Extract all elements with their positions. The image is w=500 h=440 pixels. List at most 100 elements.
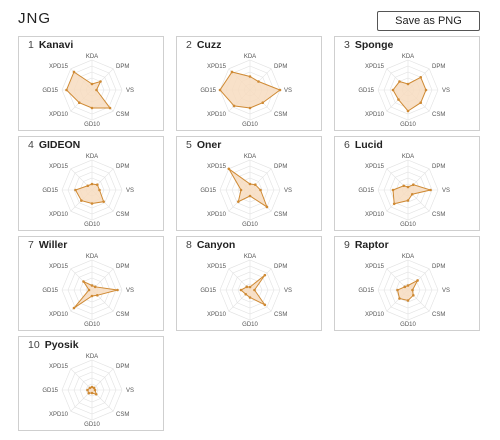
player-card: KDA DPM VS CSM GD10 XPD10 GD15 XPD15 10 Pyosik [18,336,164,431]
axis-label-dpm: DPM [116,264,129,270]
axis-label-xpd10: XPD10 [365,212,385,218]
axis-label-kda: KDA [86,154,98,160]
data-point-kda [248,285,252,289]
data-point-dpm [254,183,257,186]
save-as-png-button[interactable]: Save as PNG [377,11,480,31]
data-point-xpd10 [398,297,401,300]
axis-label-vs: VS [284,288,292,294]
axis-label-kda: KDA [244,54,256,60]
axis-label-kda: KDA [86,254,98,260]
axis-label-gd10: GD10 [400,322,416,328]
data-point-vs [93,388,97,392]
data-point-vs [116,288,119,292]
data-point-gd10 [248,296,252,299]
data-point-kda [406,82,410,86]
data-point-xpd15 [227,167,231,171]
axis-label-xpd15: XPD15 [49,264,69,270]
player-rank: 5 [186,139,192,151]
data-point-dpm [96,183,99,186]
axis-label-vs: VS [126,388,134,394]
axis-label-dpm: DPM [274,64,287,70]
radar-chart: KDA DPM VS CSM GD10 XPD10 GD15 XPD15 [200,154,292,228]
player-name: Canyon [196,239,236,251]
data-point-csm [102,200,105,203]
data-point-dpm [412,183,415,186]
card-title: 5 Oner [186,139,221,151]
axis-label-csm: CSM [432,312,445,318]
data-point-vs [278,88,282,92]
radar-chart: KDA DPM VS CSM GD10 XPD10 GD15 XPD15 [200,254,292,328]
axis-label-xpd10: XPD10 [207,212,227,218]
data-point-kda [90,385,94,389]
data-point-xpd10 [80,199,83,202]
axis-label-gd15: GD15 [200,188,216,194]
data-point-xpd15 [72,70,76,74]
axis-label-vs: VS [126,88,134,94]
data-point-xpd10 [392,202,396,206]
data-point-xpd15 [402,184,406,188]
axis-label-gd10: GD10 [84,122,100,128]
axis-label-vs: VS [284,188,292,194]
data-point-xpd15 [86,184,90,188]
data-point-dpm [263,273,267,277]
axis-label-kda: KDA [402,54,414,60]
card-title: 9 Raptor [344,239,389,251]
data-area [392,76,427,112]
data-point-vs [253,288,256,292]
data-point-xpd15 [88,386,92,390]
data-point-gd10 [406,109,410,113]
axis-label-csm: CSM [274,112,287,118]
card-title: 8 Canyon [186,239,235,251]
data-point-csm [94,392,98,396]
data-point-csm [410,192,414,196]
data-point-xpd15 [403,285,407,289]
data-point-gd10 [406,199,410,202]
radar-chart: KDA DPM VS CSM GD10 XPD10 GD15 XPD15 [358,154,450,228]
radar-chart: KDA DPM VS CSM GD10 XPD10 GD15 XPD15 [358,254,450,328]
data-point-vs [411,288,414,292]
player-card: KDA DPM VS CSM GD10 XPD10 GD15 XPD15 2 Cuzz [176,36,322,131]
page-title: JNG [18,10,51,27]
axis-label-gd15: GD15 [42,288,58,294]
axis-label-gd15: GD15 [200,88,216,94]
axis-label-dpm: DPM [116,164,129,170]
axis-label-xpd10: XPD10 [207,312,227,318]
axis-label-gd15: GD15 [358,88,374,94]
data-point-csm [108,106,112,110]
data-point-xpd15 [245,285,249,289]
axis-label-vs: VS [442,88,450,94]
data-point-gd15 [218,88,222,92]
data-point-csm [96,294,99,297]
axis-label-xpd10: XPD10 [49,112,69,118]
axis-label-gd15: GD15 [42,188,58,194]
axis-label-gd10: GD10 [242,322,258,328]
data-point-vs [429,188,432,192]
axis-label-xpd10: XPD10 [49,212,69,218]
axis-label-xpd15: XPD15 [49,364,69,370]
data-point-gd15 [87,288,91,292]
player-name: Lucid [354,139,383,151]
axis-label-gd10: GD10 [400,222,416,228]
data-point-gd10 [248,194,252,198]
data-point-gd10 [248,106,252,110]
data-point-dpm [93,285,97,289]
axis-label-xpd10: XPD10 [207,112,227,118]
axis-label-gd10: GD10 [84,322,100,328]
axis-label-gd10: GD10 [400,122,416,128]
data-point-csm [263,303,267,307]
axis-label-kda: KDA [244,254,256,260]
data-area [74,183,105,205]
player-rank: 4 [28,139,34,151]
axis-label-dpm: DPM [432,164,445,170]
axis-label-gd10: GD10 [242,122,258,128]
data-point-xpd10 [232,104,236,108]
axis-label-xpd10: XPD10 [365,312,385,318]
data-point-kda [248,182,252,186]
axis-label-gd10: GD10 [84,422,100,428]
axis-label-csm: CSM [116,312,129,318]
data-point-vs [259,188,262,192]
axis-label-csm: CSM [274,312,287,318]
data-point-xpd10 [244,292,248,296]
data-point-xpd10 [77,101,81,105]
data-point-gd15 [391,188,395,192]
